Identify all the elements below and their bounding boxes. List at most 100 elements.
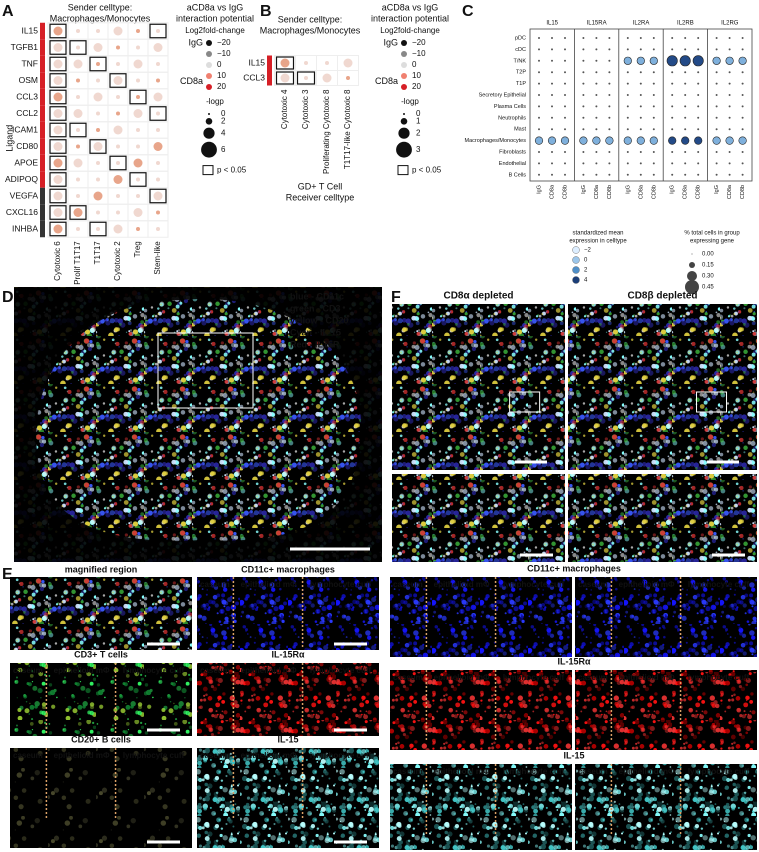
- dot: [595, 71, 598, 74]
- dot: [582, 94, 585, 96]
- dot: [697, 37, 700, 39]
- sig-box: [69, 40, 87, 55]
- legend-tick: 10: [412, 71, 421, 80]
- dot: [639, 162, 642, 165]
- celltype-label: T1P: [516, 81, 526, 87]
- dot: [728, 151, 731, 153]
- legend-size: [400, 118, 408, 125]
- legend-swatch: [206, 51, 212, 57]
- celltype-label: Plasma Cells: [494, 104, 526, 110]
- dot: [608, 94, 611, 96]
- condition-label: CD8b: [696, 185, 702, 199]
- dot: [715, 116, 718, 119]
- zone-label: caseum: [393, 767, 423, 776]
- celltype-label: Neutrophils: [498, 115, 526, 121]
- dot: [564, 48, 566, 51]
- sig-box: [275, 56, 295, 70]
- dot: [715, 151, 718, 153]
- sig-box: [275, 71, 295, 85]
- micrograph-texture: [568, 304, 757, 470]
- dot: [715, 94, 718, 96]
- zone-label: lymphocyte cuff: [123, 751, 185, 760]
- dot: [582, 37, 585, 39]
- dot: [728, 128, 731, 131]
- celltype-label: B Cells: [509, 172, 527, 178]
- dot: [608, 71, 611, 74]
- dot: [551, 59, 553, 62]
- dot: [116, 194, 120, 198]
- dot: [608, 128, 611, 131]
- dot: [595, 94, 598, 96]
- dot: [595, 48, 598, 51]
- ligand-bar: [40, 105, 45, 122]
- receiver-label: Cytotoxic 2: [113, 241, 122, 281]
- legend-tick: 0: [416, 109, 421, 118]
- zone-label: caseum: [578, 767, 608, 776]
- dot: [133, 109, 143, 118]
- legend-tick: 0.30: [702, 274, 714, 280]
- ligand-label: CD80: [16, 141, 38, 151]
- dot: [715, 48, 718, 51]
- dot: [639, 71, 642, 74]
- dot: [715, 128, 718, 131]
- micrograph-texture: [197, 577, 379, 650]
- roi-box: [509, 391, 541, 413]
- dot: [608, 151, 611, 153]
- dot: [93, 92, 103, 102]
- dot: [538, 48, 540, 51]
- dot: [741, 37, 744, 39]
- dot: [53, 191, 63, 201]
- dot: [738, 136, 747, 145]
- gene-label: IL15RA: [587, 21, 607, 27]
- tile-title: CD11c+ macrophages: [527, 563, 621, 573]
- dot: [73, 158, 83, 168]
- receiver-label: Proliferating Cytotoxic 8: [322, 89, 331, 174]
- dot: [564, 105, 566, 108]
- sig-box: [69, 122, 87, 138]
- dot: [136, 45, 140, 50]
- dot: [639, 37, 642, 39]
- sig-box: [296, 71, 316, 85]
- dot: [626, 162, 629, 165]
- dot: [649, 136, 658, 145]
- celltype-label: T2P: [516, 70, 526, 76]
- stain-key: green - CD3: [290, 303, 341, 313]
- axis-label: Ligand: [4, 125, 14, 152]
- dot: [76, 177, 80, 182]
- dot: [741, 105, 744, 108]
- zone-label: lymphocyte cuff: [123, 666, 185, 675]
- dot: [551, 94, 553, 96]
- legend-tick: 4: [584, 278, 588, 284]
- zone-label: epithelioid mΦ: [619, 767, 675, 776]
- dot: [639, 173, 642, 176]
- zone-label: caseum: [13, 751, 43, 760]
- celltype-label: T/NK: [513, 58, 526, 64]
- micrograph-texture: [392, 304, 565, 470]
- legend-tick: 0.45: [702, 285, 714, 291]
- dot: [136, 194, 140, 198]
- dot: [728, 48, 731, 51]
- ligand-label: IL15: [248, 57, 265, 67]
- dot: [73, 208, 83, 217]
- dot: [538, 105, 540, 108]
- dot: [133, 208, 143, 217]
- sender-title: Sender celltype:: [68, 2, 133, 12]
- receiver-label: Stem-like: [153, 241, 162, 275]
- sig-box: [49, 205, 67, 220]
- dot: [715, 71, 718, 74]
- dot: [715, 37, 718, 39]
- legend-title: expression in celltype: [569, 239, 627, 245]
- zone-label: epithelioid mΦ: [241, 666, 297, 675]
- micrograph-texture: [568, 474, 757, 562]
- dot: [684, 128, 687, 131]
- dot: [671, 151, 674, 153]
- legend-swatch: [401, 51, 407, 57]
- dot: [741, 94, 744, 96]
- tile-title: CD20+ B cells: [71, 734, 131, 744]
- dot: [652, 162, 655, 165]
- ligand-bar: [267, 70, 272, 86]
- dot: [684, 71, 687, 74]
- dot: [595, 128, 598, 131]
- dot: [53, 175, 63, 184]
- dot: [322, 73, 332, 83]
